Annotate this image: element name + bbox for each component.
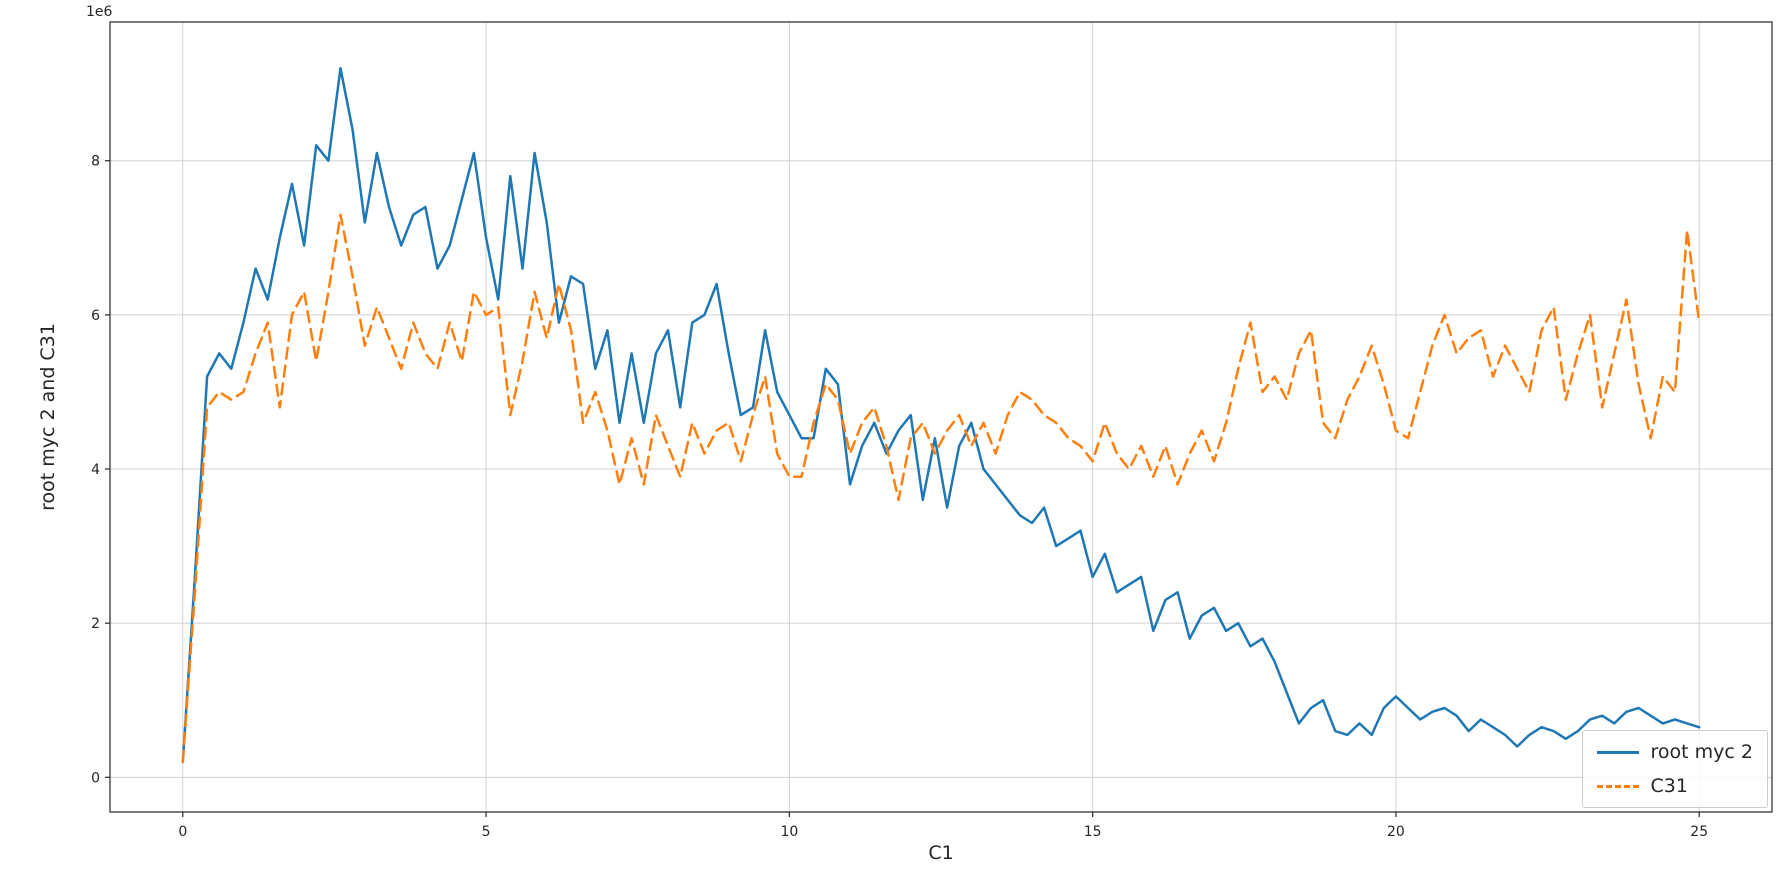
plot-frame [109,21,1773,813]
y-tick-label: 2 [91,616,100,632]
x-axis-label: C1 [928,842,954,864]
legend-label: root myc 2 [1650,741,1753,763]
x-tick-label: 20 [1387,824,1405,840]
legend-entry: C31 [1596,775,1753,797]
y-tick-label: 0 [91,770,100,786]
legend-label: C31 [1650,775,1688,797]
legend-line-sample-dashed [1596,784,1639,788]
y-tick-label: 8 [91,154,100,170]
legend-line-sample-solid [1596,750,1639,754]
x-tick-label: 10 [780,824,798,840]
x-tick-label: 0 [178,824,187,840]
y-axis-offset-text: 1e6 [86,4,113,20]
legend-entry: root myc 2 [1596,741,1753,763]
x-tick-label: 25 [1690,824,1708,840]
y-tick-label: 4 [91,462,100,478]
y-tick-label: 6 [91,308,100,324]
x-tick-label: 5 [482,824,491,840]
series-line-root-myc-2 [181,66,1701,764]
y-axis-label: root myc 2 and C31 [37,323,59,511]
legend: root myc 2 C31 [1581,730,1768,808]
x-tick-label: 15 [1084,824,1102,840]
series-line-c31 [181,213,1701,764]
